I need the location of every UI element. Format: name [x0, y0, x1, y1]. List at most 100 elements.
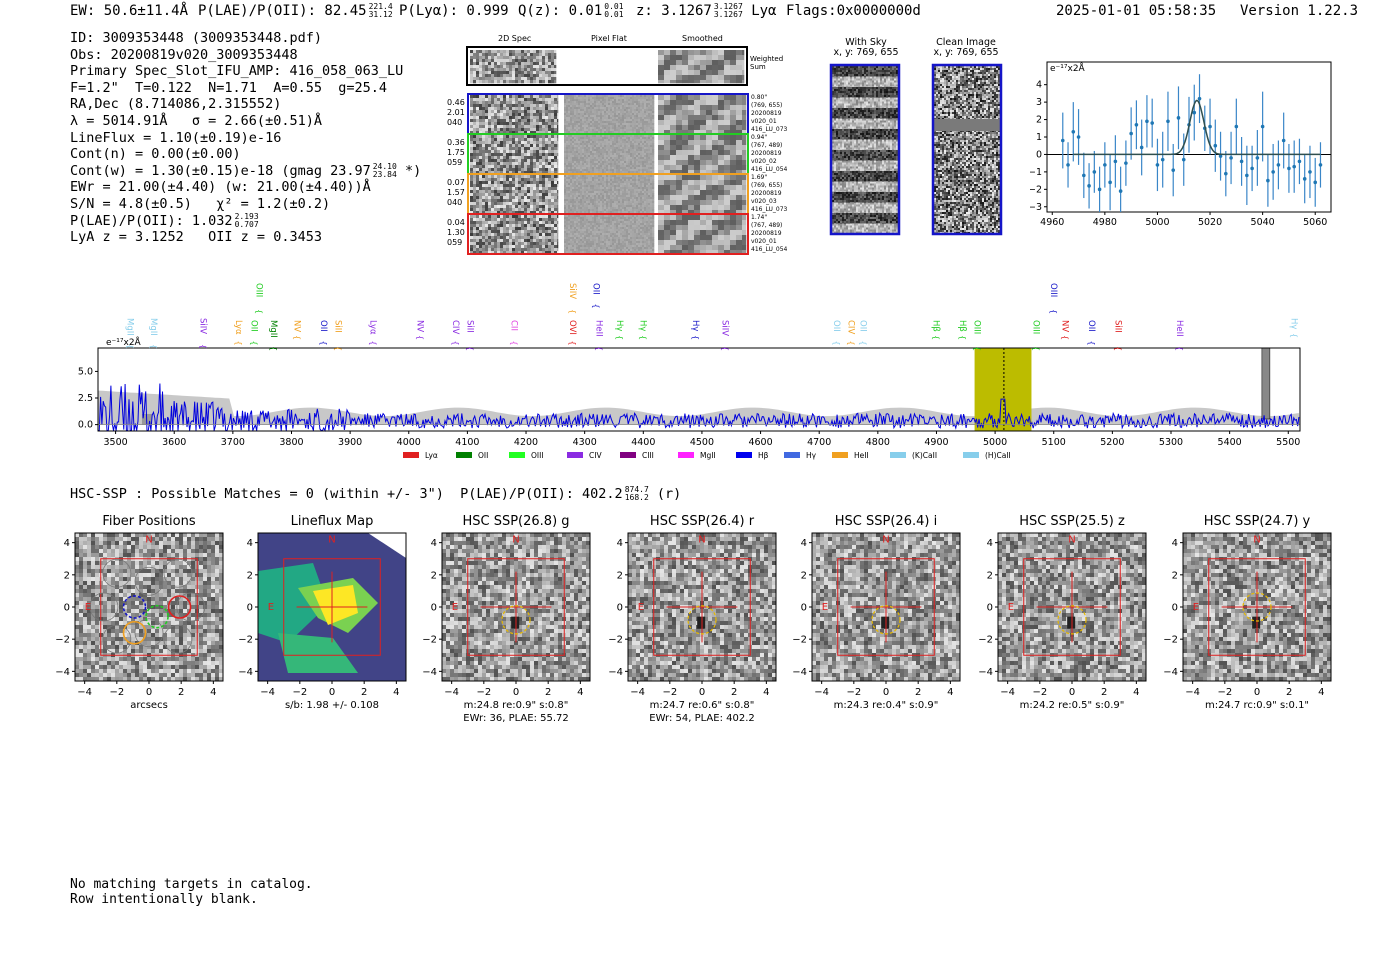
imaging-panel: Fiber Positions N E −4 −2 0 2 4 4 2 0 −2 −4 arcsecs [55, 514, 224, 711]
east-label: E [822, 602, 828, 613]
spectrum-xtick-label: 5000 [983, 437, 1007, 448]
line-id-brace: { [1049, 309, 1058, 314]
header-flags: Flags:0x0000000d [786, 3, 921, 19]
imaging-panel: HSC SSP(25.5) z N E −4 −2 0 2 4 4 2 0 −2 −4 m:24.2 re… [978, 514, 1147, 711]
line-id-label: OIII [253, 283, 263, 297]
aperture-box [1023, 558, 1121, 656]
fit-point [1181, 157, 1186, 162]
imaging-panel: HSC SSP(26.8) g N E −4 −2 0 2 4 4 2 0 −2 −4 m:24.8 re… [422, 514, 591, 724]
fit-point [1066, 163, 1070, 167]
sky-band [832, 160, 899, 172]
line-id-brace: { [594, 346, 603, 351]
fit-ylabel: e⁻¹⁷x2Å [1050, 62, 1086, 74]
fiber-circle [102, 624, 132, 654]
spectrum-xtick-label: 3600 [162, 437, 186, 448]
spectrum-xtick-label: 5100 [1042, 437, 1066, 448]
line-id-brace: { [847, 341, 856, 346]
spectrum-ytick-label: 5.0 [78, 366, 93, 377]
fit-point [1082, 173, 1086, 178]
panel-ytick-label: −2 [1163, 635, 1178, 646]
panel-xtick-label: 0 [329, 687, 335, 698]
hsc-heading: HSC-SSP : Possible Matches = 0 (within +… [70, 486, 681, 503]
weighted-sum-label: Weighted Sum [750, 55, 783, 71]
legend-label: (H)CaII [985, 451, 1011, 460]
spectrum-xtick-label: 4200 [514, 437, 538, 448]
panel-xtick-label: −2 [1032, 687, 1047, 698]
cutout-noise [1183, 533, 1332, 682]
line-id-brace: { [958, 335, 967, 340]
fit-point [1302, 177, 1307, 181]
panel-ytick-label: −4 [792, 667, 807, 678]
info-spec: Primary Spec_Slot_IFU_AMP: 416_058_063_L… [70, 63, 421, 80]
sky-band [832, 87, 899, 98]
panel-xtick-label: −4 [1000, 687, 1015, 698]
panel-xtick-label: 2 [915, 687, 921, 698]
source-ellipse [1242, 592, 1272, 622]
fit-point [1318, 163, 1323, 167]
fit-point [1145, 119, 1149, 124]
spectrum-frame [97, 347, 1301, 432]
line-id-brace: { [691, 335, 700, 340]
panel-xtick-label: 4 [393, 687, 399, 698]
info-contw: Cont(w) = 1.30(±0.15)e-18 (gmag 23.97 24.… [70, 162, 421, 180]
fiber-circle [134, 618, 164, 648]
panel-caption: m:24.3 re:0.4" s:0.9" [834, 700, 939, 711]
panel-xtick-label: 4 [210, 687, 216, 698]
fit-ytick-label: 1 [1036, 132, 1042, 143]
cutout-flat-image [564, 95, 655, 134]
with-sky-image [829, 63, 901, 236]
panel-ytick-label: 2 [1172, 570, 1178, 581]
fit-point [1124, 161, 1128, 165]
cutout-smoothed-image [658, 175, 747, 214]
panel-xtick-label: 0 [513, 687, 519, 698]
imaging-panel: HSC SSP(24.7) y N E −4 −2 0 2 4 4 2 0 −2 −4 m:24.7 rc… [1163, 514, 1332, 711]
panel-xtick-label: 4 [763, 687, 769, 698]
panel-xtick-label: 0 [146, 687, 152, 698]
spectrum-xtick-label: 4100 [455, 437, 479, 448]
aperture-box [1208, 558, 1306, 656]
panel-ytick-label: −4 [55, 667, 70, 678]
legend-swatch [509, 452, 525, 458]
panel-title: Lineflux Map [291, 514, 374, 529]
line-id-brace: { [1113, 346, 1122, 351]
spectrum-xtick-label: 3800 [279, 437, 303, 448]
fit-point [1160, 157, 1165, 162]
legend-swatch [678, 452, 694, 458]
spectrum-xtick-label: 4400 [631, 437, 655, 448]
spectrum-xtick-label: 4500 [690, 437, 714, 448]
fit-point [1218, 154, 1223, 158]
fit-xtick-label: 5060 [1303, 217, 1327, 228]
line-id-brace: { [721, 346, 730, 351]
panel-xtick-label: −2 [846, 687, 861, 698]
panel-title: HSC SSP(26.4) i [835, 514, 937, 529]
line-id-label: NV [1060, 320, 1070, 332]
line-id-brace: { [234, 341, 243, 346]
east-label: E [1193, 602, 1199, 613]
with-sky-frame [829, 63, 901, 236]
spectrum-xtick-label: 4600 [748, 437, 772, 448]
fit-point [1260, 124, 1265, 129]
line-id-label: SiIV [567, 283, 577, 299]
legend-label: OIII [531, 451, 544, 460]
cutout-row-frame [467, 213, 749, 255]
fit-point [1266, 178, 1270, 183]
info-lya-oii: LyA z = 3.1252 OII z = 0.3453 [70, 229, 421, 246]
fit-point [1239, 159, 1244, 164]
legend-swatch [620, 452, 636, 458]
fiber-circle [176, 592, 206, 622]
panel-ytick-label: 0 [617, 603, 623, 614]
spectrum-ytick-label: 2.5 [78, 393, 93, 404]
east-label: E [1008, 602, 1014, 613]
line-id-label: MgII [148, 318, 158, 336]
imaging-panel: HSC SSP(26.4) i N E −4 −2 0 2 4 4 2 0 −2 −4 m:24.3 re… [792, 514, 961, 711]
spectrum-xtick-label: 5400 [1218, 437, 1242, 448]
panel-caption: s/b: 1.98 +/- 0.108 [285, 700, 379, 711]
line-id-label: OII [591, 283, 601, 295]
fit-point [1287, 166, 1291, 171]
header-timestamp: 2025-01-01 05:58:35 [1056, 3, 1216, 19]
fiber-circle [134, 566, 164, 596]
panel-ytick-label: 0 [987, 603, 993, 614]
fit-point [1060, 138, 1065, 143]
panel-xtick-label: −4 [260, 687, 275, 698]
legend-swatch [832, 452, 848, 458]
